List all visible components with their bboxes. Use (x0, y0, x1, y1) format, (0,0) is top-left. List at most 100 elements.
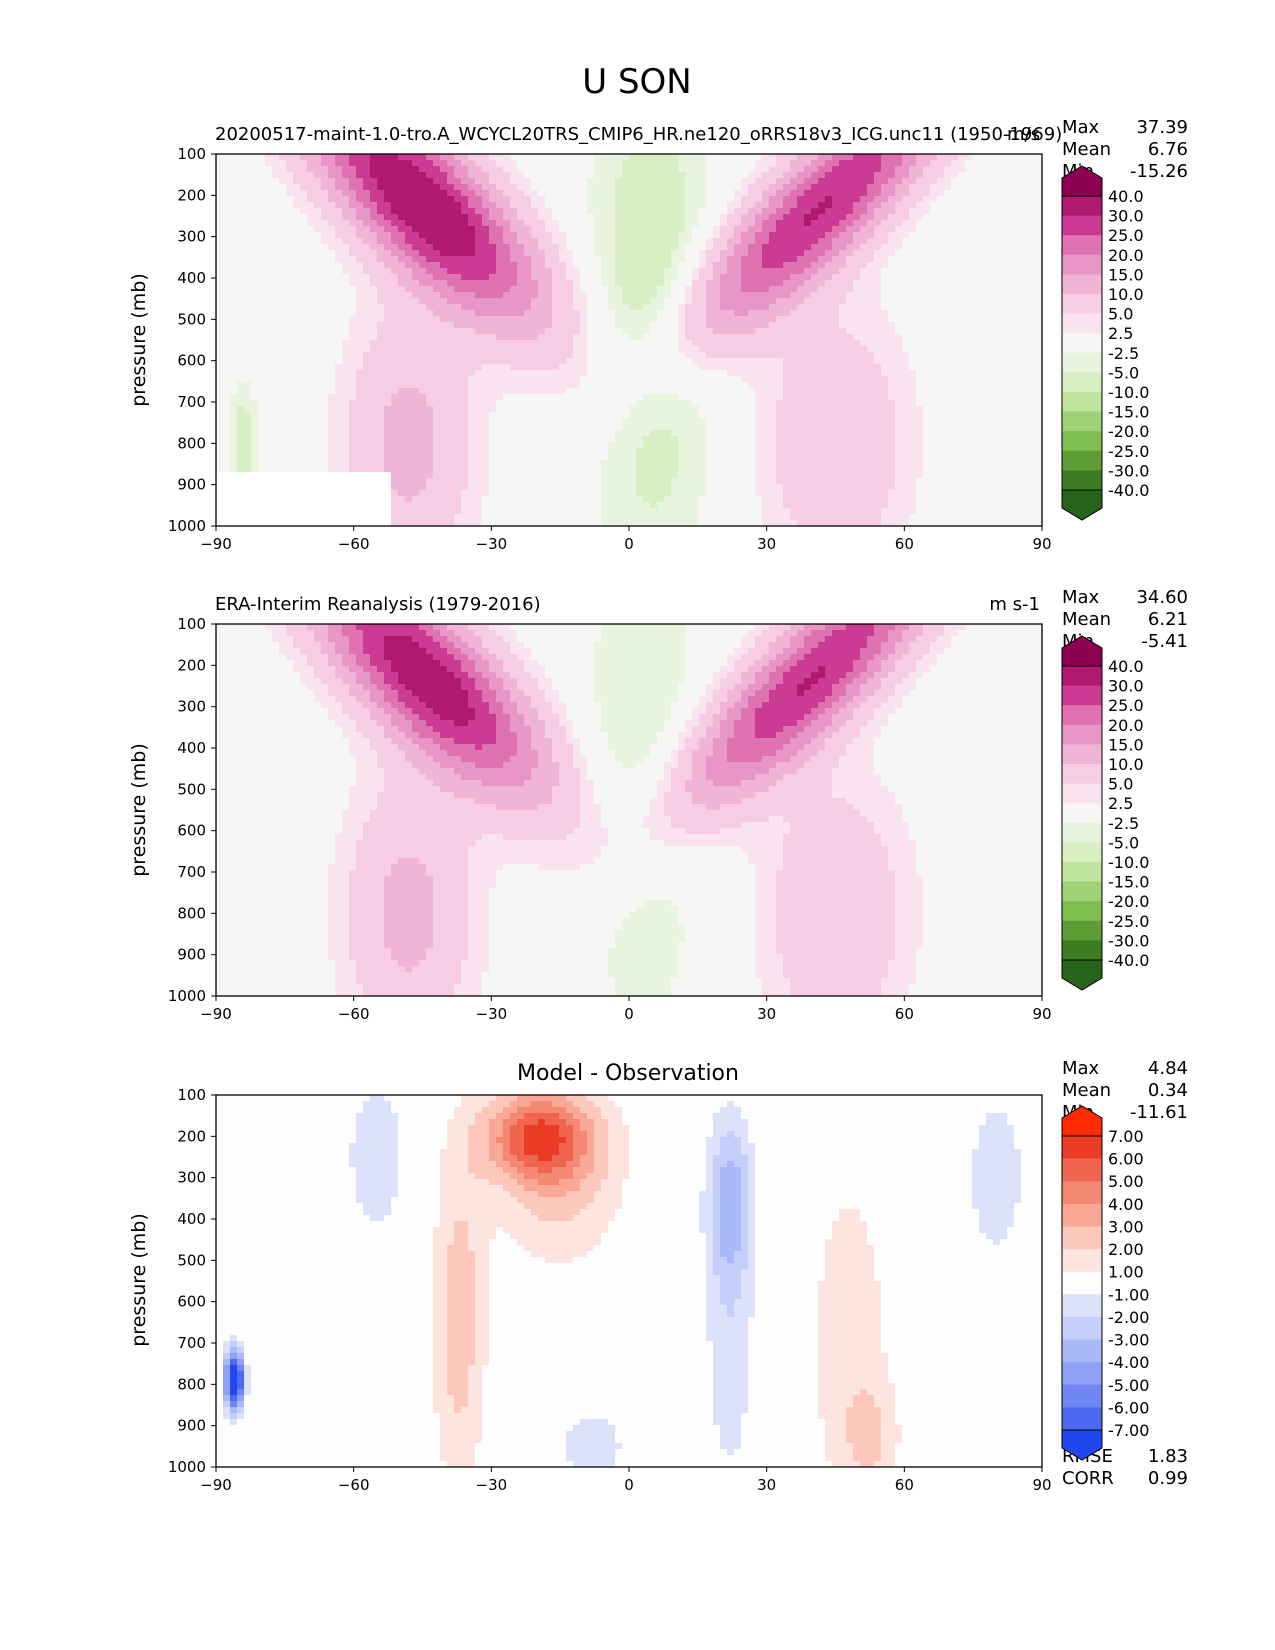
contour-cell (804, 388, 812, 395)
contour-cell (440, 196, 448, 203)
contour-cell (762, 172, 770, 179)
contour-cell (601, 274, 609, 281)
contour-cell (916, 274, 924, 281)
contour-cell (748, 250, 756, 257)
contour-cell (874, 322, 882, 329)
contour-cell (1014, 322, 1022, 329)
contour-cell (993, 202, 1001, 209)
contour-cell (643, 370, 651, 377)
contour-cell (944, 280, 952, 287)
contour-cell (720, 184, 728, 191)
contour-cell (916, 316, 924, 323)
contour-cell (314, 172, 322, 179)
contour-cell (587, 256, 595, 263)
contour-cell (741, 346, 749, 353)
contour-cell (489, 394, 497, 401)
contour-cell (545, 394, 553, 401)
contour-cell (559, 184, 567, 191)
contour-cell (314, 406, 322, 413)
contour-cell (307, 382, 315, 389)
contour-cell (699, 280, 707, 287)
contour-cell (468, 202, 476, 209)
contour-cell (909, 238, 917, 245)
contour-cell (643, 196, 651, 203)
contour-cell (482, 190, 490, 197)
contour-cell (433, 370, 441, 377)
contour-cell (342, 352, 350, 359)
contour-cell (776, 346, 784, 353)
contour-cell (496, 274, 504, 281)
contour-cell (370, 346, 378, 353)
contour-cell (979, 352, 987, 359)
contour-cell (797, 328, 805, 335)
contour-cell (580, 358, 588, 365)
contour-cell (489, 340, 497, 347)
contour-cell (566, 208, 574, 215)
contour-cell (965, 154, 973, 161)
contour-cell (720, 244, 728, 251)
contour-cell (986, 184, 994, 191)
contour-cell (601, 340, 609, 347)
contour-cell (608, 238, 616, 245)
contour-cell (447, 256, 455, 263)
contour-cell (342, 214, 350, 221)
contour-cell (1035, 256, 1043, 263)
contour-cell (552, 352, 560, 359)
contour-cell (258, 196, 266, 203)
contour-cell (223, 244, 231, 251)
contour-cell (363, 400, 371, 407)
contour-cell (321, 400, 329, 407)
contour-cell (559, 274, 567, 281)
contour-cell (909, 196, 917, 203)
contour-cell (307, 172, 315, 179)
contour-cell (727, 388, 735, 395)
contour-cell (370, 220, 378, 227)
contour-cell (629, 154, 637, 161)
contour-cell (356, 280, 364, 287)
contour-cell (916, 262, 924, 269)
contour-cell (447, 154, 455, 161)
contour-cell (972, 202, 980, 209)
contour-cell (685, 274, 693, 281)
contour-cell (398, 370, 406, 377)
contour-cell (328, 340, 336, 347)
stat-max-value: 37.39 (1136, 117, 1188, 138)
contour-cell (979, 274, 987, 281)
contour-cell (797, 322, 805, 329)
contour-cell (342, 244, 350, 251)
contour-cell (461, 238, 469, 245)
contour-cell (881, 154, 889, 161)
contour-cell (510, 388, 518, 395)
contour-cell (804, 274, 812, 281)
contour-cell (279, 316, 287, 323)
contour-cell (860, 280, 868, 287)
contour-cell (552, 208, 560, 215)
contour-cell (776, 232, 784, 239)
contour-cell (846, 160, 854, 167)
contour-cell (916, 190, 924, 197)
contour-cell (853, 274, 861, 281)
contour-cell (454, 400, 462, 407)
contour-cell (356, 250, 364, 257)
contour-cell (979, 322, 987, 329)
contour-cell (832, 358, 840, 365)
contour-cell (524, 328, 532, 335)
contour-cell (517, 310, 525, 317)
contour-cell (692, 334, 700, 341)
contour-cell (734, 154, 742, 161)
contour-cell (286, 220, 294, 227)
contour-cell (881, 214, 889, 221)
contour-cell (454, 214, 462, 221)
contour-cell (335, 388, 343, 395)
contour-cell (839, 388, 847, 395)
contour-cell (853, 268, 861, 275)
contour-cell (314, 178, 322, 185)
contour-cell (629, 310, 637, 317)
contour-cell (398, 352, 406, 359)
contour-cell (965, 178, 973, 185)
contour-cell (258, 334, 266, 341)
contour-cell (643, 244, 651, 251)
contour-cell (391, 268, 399, 275)
contour-cell (909, 292, 917, 299)
contour-cell (531, 316, 539, 323)
